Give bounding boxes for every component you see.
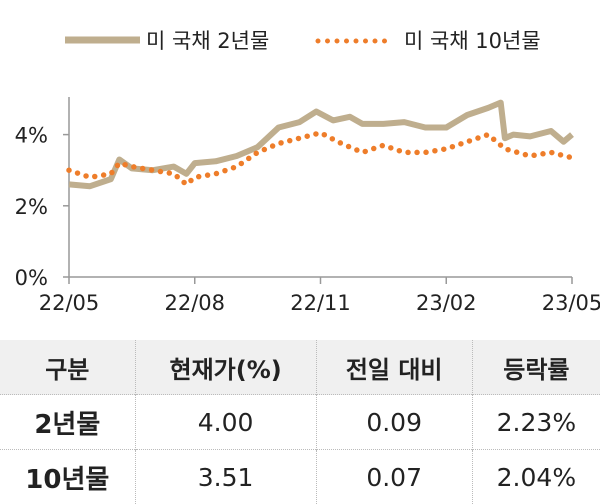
cell-rate: 2.23% — [471, 394, 600, 450]
table-row: 2년물 4.00 0.09 2.23% — [0, 394, 600, 450]
row-label: 10년물 — [0, 449, 136, 504]
legend-label-2y: 미 국채 2년물 — [146, 29, 269, 53]
series-2y-line — [68, 99, 574, 190]
x-tick-label: 23/02 — [416, 291, 477, 315]
cell-change: 0.09 — [315, 394, 473, 450]
legend-label-10y: 미 국채 10년물 — [404, 29, 541, 53]
header-price: 현재가(%) — [134, 340, 317, 395]
x-tick-label: 23/05 — [542, 291, 600, 315]
x-tick-label: 22/05 — [39, 291, 100, 315]
x-tick-label: 22/08 — [164, 291, 225, 315]
legend: 미 국채 2년물 미 국채 10년물 — [65, 29, 541, 53]
table-header-row: 구분 현재가(%) 전일 대비 등락률 — [0, 340, 600, 395]
header-category: 구분 — [0, 340, 136, 395]
row-label: 2년물 — [0, 394, 136, 450]
yield-table: 구분 현재가(%) 전일 대비 등락률 2년물 4.00 0.09 2.23% … — [0, 340, 600, 504]
header-change: 전일 대비 — [315, 340, 473, 395]
y-tick-label: 0% — [15, 266, 48, 290]
series-10y-dots — [66, 129, 575, 188]
y-tick-label: 2% — [15, 195, 48, 219]
cell-rate: 2.04% — [471, 449, 600, 504]
y-tick-label: 4% — [15, 124, 48, 148]
cell-price: 4.00 — [134, 394, 317, 450]
cell-change: 0.07 — [315, 449, 473, 504]
cell-price: 3.51 — [134, 449, 317, 504]
header-rate: 등락률 — [471, 340, 600, 395]
table-row: 10년물 3.51 0.07 2.04% — [0, 449, 600, 504]
x-tick-label: 22/11 — [290, 291, 351, 315]
yield-chart: 미 국채 2년물 미 국채 10년물 0% 2% 4% 22/05 22/08 22/11… — [15, 29, 600, 315]
